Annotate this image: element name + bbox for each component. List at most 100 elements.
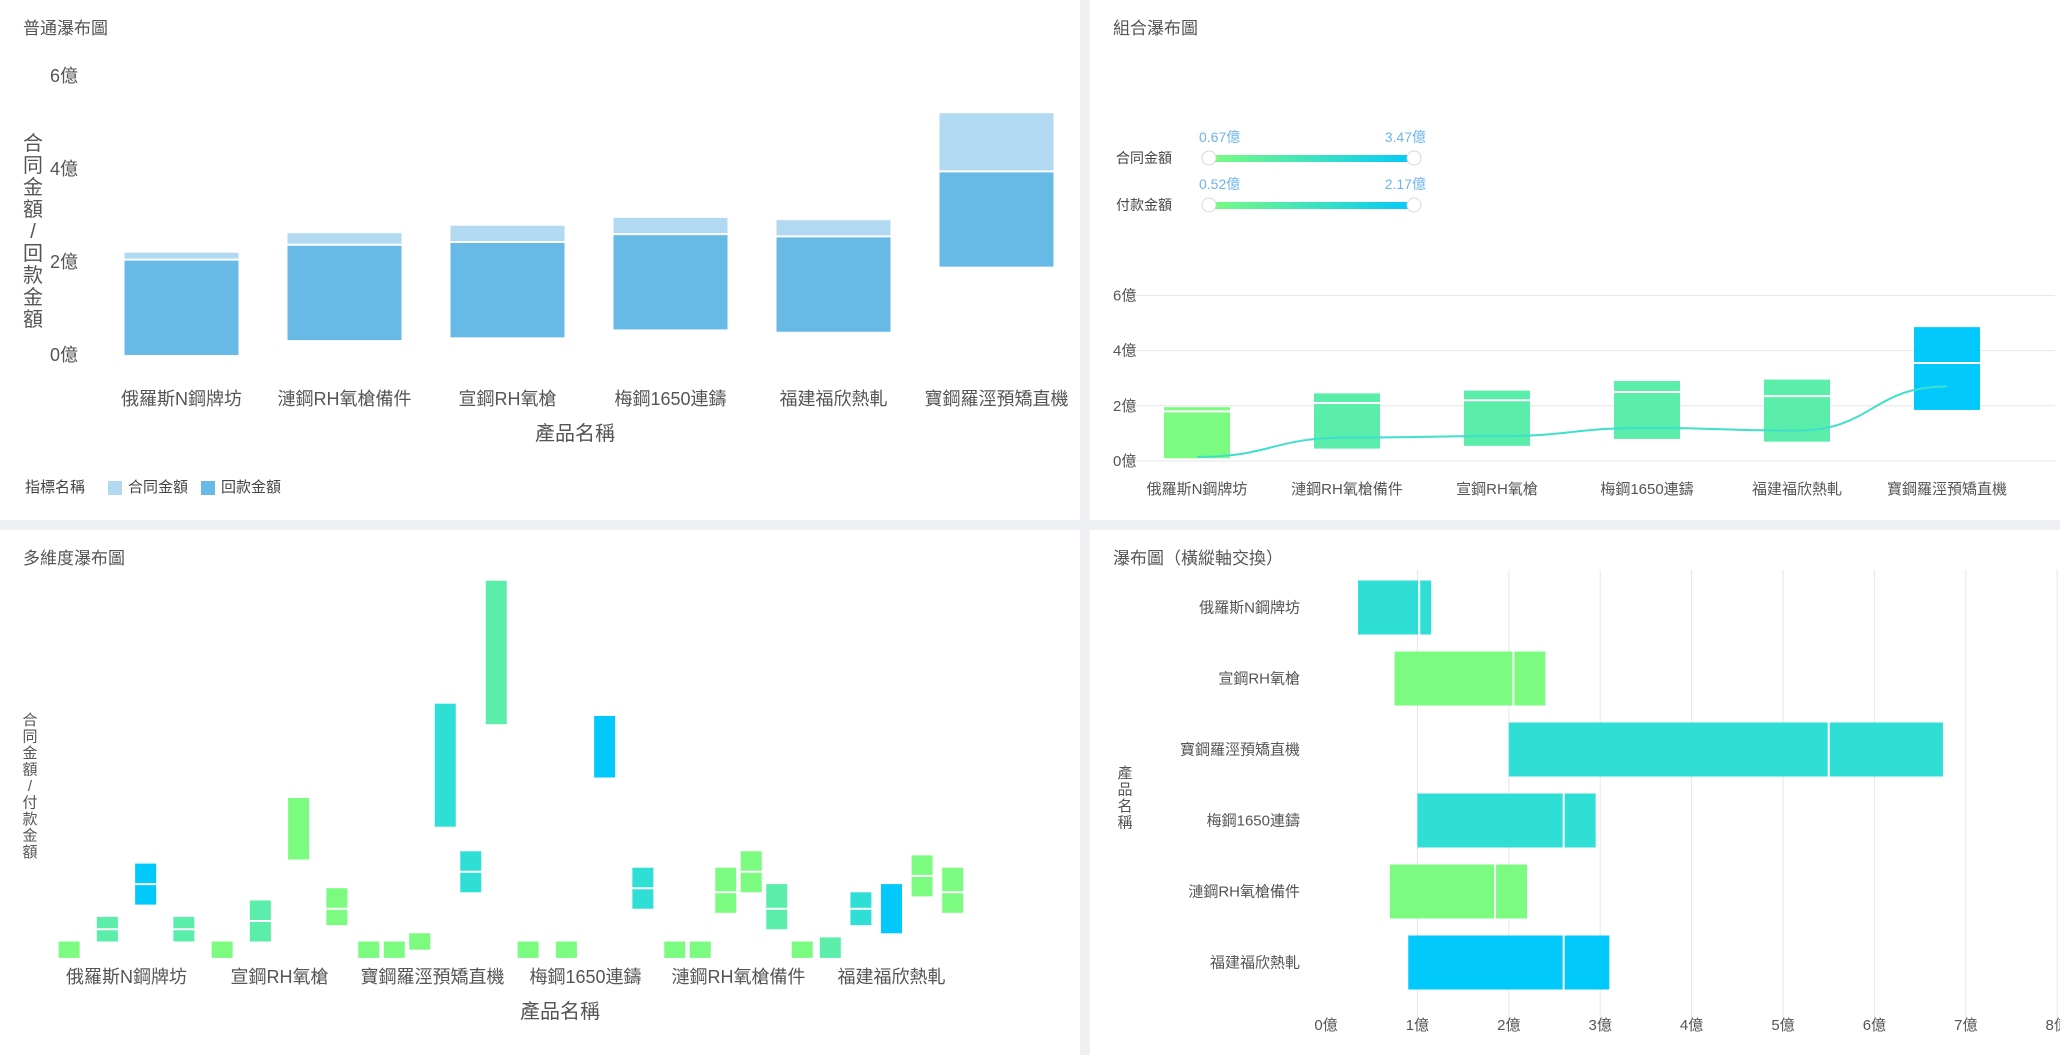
waterfall-bar [715,867,737,913]
x-tick-label: 寶鋼羅涇預矯直機 [1887,480,2007,498]
filter-label: 付款金額 [1116,197,1172,213]
y-tick-label: 4億 [50,159,78,179]
bar-payment [287,244,402,341]
y-tick-label: 4億 [1113,343,1136,360]
x-tick-label: 梅鋼1650連鑄 [1600,481,1693,498]
waterfall-bar [1464,390,1530,446]
y-tick-label: 0億 [1113,453,1136,470]
x-tick-label: 福建福欣熱軋 [838,967,946,987]
panel-title: 普通瀑布圖 [23,19,108,38]
x-tick-label: 5億 [1771,1017,1794,1034]
waterfall-bar [517,941,539,958]
filter-slider-handle-max[interactable] [1406,197,1422,213]
waterfall-bar [485,580,507,725]
x-tick-label: 4億 [1680,1017,1703,1034]
filter-min-value: 0.67億 [1199,129,1240,145]
waterfall-bar [819,937,841,958]
normal-waterfall-panel: 普通瀑布圖 0億 2億 4億 6億 合同金額/回款金額 俄羅斯N鋼牌坊 漣鋼RH氧槍備件 宣鋼… [0,0,1080,520]
bar-contract [939,113,1054,172]
bar-contract [776,220,891,237]
filter-slider-handle-min[interactable] [1201,150,1217,166]
x-axis-title: 產品名稱 [535,422,615,445]
y-axis-title: 合同金額/付款金額 [22,712,37,861]
x-tick-label: 俄羅斯N鋼牌坊 [1147,481,1248,498]
waterfall-bar [1614,380,1680,439]
waterfall-bar [664,941,686,958]
waterfall-bar [1417,793,1596,848]
y-tick-label: 福建福欣熱軋 [1210,955,1300,972]
x-tick-label: 宣鋼RH氧槍 [1456,481,1538,498]
waterfall-bar [326,888,348,926]
x-tick-label: 2億 [1497,1017,1520,1034]
waterfall-bar [766,884,788,930]
x-tick-label: 0億 [1314,1017,1337,1034]
x-tick-label: 寶鋼羅涇預矯直機 [925,389,1069,409]
x-tick-label: 宣鋼RH氧槍 [459,389,557,409]
bar-contract [287,233,402,245]
waterfall-bar [383,941,405,958]
waterfall-bar [1764,379,1830,442]
y-tick-label: 2億 [1113,398,1136,415]
y-tick-label: 宣鋼RH氧槍 [1218,671,1300,688]
x-tick-label: 漣鋼RH氧槍備件 [278,389,412,409]
combo-waterfall-panel: 組合瀑布圖 0億 2億 4億 6億 合同金額 0.67億 3.47億 付款金額 0.52億 2.1… [1090,0,2060,520]
filter-slider-handle-max[interactable] [1406,150,1422,166]
filter-slider-track [1209,202,1414,209]
waterfall-bar [881,884,902,934]
x-tick-label: 福建福欣熱軋 [780,389,888,409]
waterfall-bar [434,703,456,827]
waterfall-bar [1314,393,1380,449]
filter-slider-handle-min[interactable] [1201,197,1217,213]
x-tick-label: 8億 [2046,1017,2060,1034]
x-tick-label: 俄羅斯N鋼牌坊 [121,389,242,409]
waterfall-bar [791,941,813,958]
waterfall-bar [594,716,616,778]
filter-slider-track [1209,155,1414,162]
panel-title: 瀑布圖（橫縱軸交換） [1113,549,1283,568]
x-tick-label: 寶鋼羅涇預矯直機 [361,967,505,987]
x-axis-title: 產品名稱 [520,1000,600,1023]
y-tick-label: 0億 [50,345,78,365]
x-tick-label: 俄羅斯N鋼牌坊 [66,967,187,987]
x-tick-label: 6億 [1863,1017,1886,1034]
bar-payment [939,171,1054,267]
waterfall-bar [689,941,711,958]
filter-label: 合同金額 [1116,150,1172,166]
legend-label-contract: 合同金額 [128,479,188,496]
waterfall-bar [1394,651,1546,706]
legend-title: 指標名稱 [25,479,85,496]
filter-max-value: 3.47億 [1385,129,1426,145]
x-tick-label: 漣鋼RH氧槍備件 [1291,481,1403,498]
waterfall-bar [942,867,964,913]
x-tick-label: 梅鋼1650連鑄 [529,967,641,987]
bar-payment [776,236,891,332]
x-tick-label: 福建福欣熱軋 [1752,481,1842,498]
y-tick-label: 梅鋼1650連鑄 [1207,813,1300,830]
waterfall-bar [288,798,310,860]
y-tick-label: 漣鋼RH氧槍備件 [1188,884,1300,901]
y-tick-label: 6億 [50,66,78,86]
waterfall-bar [358,941,380,958]
filter-max-value: 2.17億 [1385,176,1426,192]
waterfall-bar [1408,935,1610,990]
horizontal-waterfall-chart: 0億 1億 2億 3億 4億 5億 6億 7億 8億 產品名稱 俄羅斯N鋼牌坊宣鋼RH氧槍寶鋼羅涇預… [1117,570,2060,1034]
legend-label-payment: 回款金額 [221,479,281,496]
filter-min-value: 0.52億 [1199,176,1240,192]
y-axis-title: 產品名稱 [1117,765,1132,832]
bar-payment [450,242,565,338]
panel-title: 多維度瀑布圖 [23,549,125,568]
y-tick-label: 2億 [50,252,78,272]
waterfall-bar [1389,864,1528,919]
x-tick-label: 7億 [1954,1017,1977,1034]
waterfall-bar [211,941,233,958]
y-tick-label: 6億 [1113,287,1136,304]
y-tick-label: 俄羅斯N鋼牌坊 [1199,600,1300,617]
y-tick-label: 寶鋼羅涇預矯直機 [1180,741,1300,759]
bar-contract [124,252,239,260]
bar-payment [124,259,239,355]
bar-contract [450,225,565,243]
multi-dim-waterfall-panel: 多維度瀑布圖 合同金額/付款金額 俄羅斯N鋼牌坊 宣鋼RH氧槍 寶鋼羅涇預矯直機 梅鋼1… [0,530,1080,1055]
